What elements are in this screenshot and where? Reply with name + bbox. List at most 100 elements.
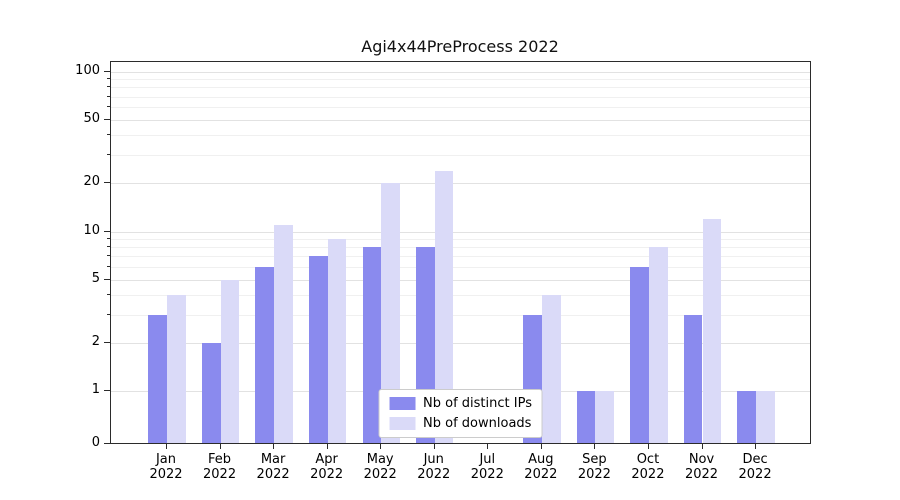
y-tick-5 — [104, 278, 110, 280]
y-minor-tick-4 — [107, 293, 110, 295]
y-tick-20 — [104, 182, 110, 184]
bar-downloads-nov — [702, 218, 722, 443]
minor-gridline-7 — [111, 256, 810, 258]
x-tick-label-mar: Mar 2022 — [256, 452, 290, 482]
bar-downloads-feb — [220, 279, 240, 443]
y-minor-tick-8 — [107, 245, 110, 247]
chart-title: Agi4x44PreProcess 2022 — [361, 37, 559, 56]
minor-gridline-30 — [111, 155, 810, 157]
y-tick-label-0: 0 — [91, 435, 100, 450]
bar-distinct-ips-nov — [683, 314, 703, 443]
minor-gridline-90 — [111, 79, 810, 81]
legend-label-downloads: Nb of downloads — [423, 416, 532, 431]
y-minor-tick-30 — [107, 154, 110, 156]
x-tick-nov — [701, 444, 703, 449]
bar-downloads-apr — [327, 238, 347, 443]
minor-gridline-60 — [111, 107, 810, 109]
x-tick-apr — [326, 444, 328, 449]
bar-downloads-jun — [434, 170, 454, 443]
y-minor-tick-60 — [107, 106, 110, 108]
y-minor-tick-6 — [107, 265, 110, 267]
minor-gridline-70 — [111, 96, 810, 98]
minor-gridline-8 — [111, 246, 810, 248]
bar-distinct-ips-sep — [576, 391, 596, 443]
x-tick-label-nov: Nov 2022 — [684, 452, 719, 482]
bar-distinct-ips-mar — [255, 266, 275, 443]
gridline-2 — [111, 342, 810, 344]
y-tick-2 — [104, 341, 110, 343]
y-minor-tick-90 — [107, 78, 110, 80]
x-tick-aug — [540, 444, 542, 449]
x-tick-dec — [755, 444, 757, 449]
bar-distinct-ips-apr — [308, 256, 328, 443]
bar-distinct-ips-oct — [630, 266, 649, 443]
legend-swatch-distinct-ips — [389, 397, 416, 410]
legend-item-downloads: Nb of downloads — [389, 416, 532, 431]
x-tick-mar — [273, 444, 275, 449]
legend-label-distinct-ips: Nb of distinct IPs — [423, 396, 532, 411]
x-tick-label-feb: Feb 2022 — [203, 452, 237, 482]
x-tick-label-oct: Oct 2022 — [631, 452, 665, 482]
y-tick-label-20: 20 — [83, 174, 100, 190]
bar-distinct-ips-feb — [201, 342, 221, 443]
bar-downloads-jan — [167, 294, 186, 443]
x-tick-label-jan: Jan 2022 — [149, 452, 183, 482]
x-tick-may — [380, 444, 382, 449]
y-tick-50 — [104, 119, 110, 120]
minor-gridline-80 — [111, 87, 810, 89]
x-tick-label-sep: Sep 2022 — [577, 452, 611, 482]
y-minor-tick-7 — [107, 255, 110, 257]
plot-area: Nb of distinct IPs Nb of downloads — [110, 61, 811, 444]
bar-distinct-ips-jan — [148, 314, 167, 443]
bar-downloads-aug — [541, 294, 561, 443]
x-tick-label-apr: Apr 2022 — [310, 452, 344, 482]
legend: Nb of distinct IPs Nb of downloads — [378, 389, 543, 438]
x-tick-jul — [487, 444, 489, 449]
y-tick-100 — [104, 71, 110, 72]
y-minor-tick-40 — [107, 134, 110, 136]
legend-item-distinct-ips: Nb of distinct IPs — [389, 396, 532, 411]
bar-distinct-ips-dec — [737, 391, 757, 443]
gridline-100 — [111, 72, 810, 73]
minor-gridline-4 — [111, 294, 810, 296]
bar-downloads-dec — [756, 391, 775, 443]
legend-swatch-downloads — [389, 417, 416, 430]
y-minor-tick-80 — [107, 86, 110, 88]
bar-downloads-sep — [595, 391, 615, 443]
x-tick-feb — [219, 444, 221, 449]
x-tick-label-jun: Jun 2022 — [417, 452, 451, 482]
minor-gridline-6 — [111, 266, 810, 268]
bar-downloads-may — [381, 183, 400, 443]
bar-downloads-mar — [274, 224, 293, 443]
x-tick-jan — [166, 444, 167, 449]
gridline-50 — [111, 120, 810, 121]
x-tick-jun — [433, 444, 435, 449]
y-minor-tick-9 — [107, 237, 110, 239]
x-tick-oct — [647, 444, 649, 449]
y-tick-label-50: 50 — [83, 111, 100, 126]
y-tick-label-10: 10 — [83, 222, 100, 238]
gridline-20 — [111, 183, 810, 185]
x-tick-sep — [594, 444, 596, 449]
minor-gridline-3 — [111, 314, 810, 316]
y-minor-tick-3 — [107, 313, 110, 315]
x-tick-label-jul: Jul 2022 — [470, 452, 504, 482]
y-tick-1 — [104, 390, 110, 391]
x-tick-label-may: May 2022 — [363, 452, 397, 482]
y-minor-tick-70 — [107, 95, 110, 97]
minor-gridline-40 — [111, 135, 810, 137]
gridline-5 — [111, 279, 810, 281]
y-tick-label-5: 5 — [91, 270, 100, 286]
y-tick-label-1: 1 — [91, 382, 100, 397]
minor-gridline-9 — [111, 238, 810, 240]
y-tick-0 — [104, 443, 110, 444]
gridline-10 — [111, 231, 810, 233]
y-tick-label-2: 2 — [91, 333, 100, 349]
y-tick-10 — [104, 230, 110, 232]
x-tick-label-aug: Aug 2022 — [524, 452, 558, 482]
bar-downloads-oct — [648, 246, 668, 443]
bar-distinct-ips-may — [362, 246, 382, 443]
y-tick-label-100: 100 — [75, 63, 100, 78]
x-tick-label-dec: Dec 2022 — [738, 452, 772, 482]
